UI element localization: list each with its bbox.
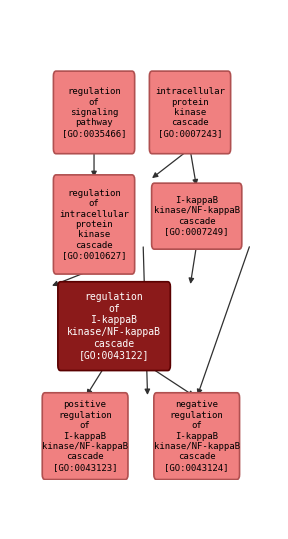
FancyBboxPatch shape	[53, 71, 135, 154]
Text: negative
regulation
of
I-kappaB
kinase/NF-kappaB
cascade
[GO:0043124]: negative regulation of I-kappaB kinase/N…	[154, 400, 240, 472]
Text: regulation
of
signaling
pathway
[GO:0035466]: regulation of signaling pathway [GO:0035…	[62, 87, 126, 137]
Text: I-kappaB
kinase/NF-kappaB
cascade
[GO:0007249]: I-kappaB kinase/NF-kappaB cascade [GO:00…	[154, 196, 240, 236]
FancyBboxPatch shape	[42, 393, 128, 480]
FancyBboxPatch shape	[149, 71, 231, 154]
Text: intracellular
protein
kinase
cascade
[GO:0007243]: intracellular protein kinase cascade [GO…	[155, 87, 225, 137]
Text: regulation
of
intracellular
protein
kinase
cascade
[GO:0010627]: regulation of intracellular protein kina…	[59, 189, 129, 260]
FancyBboxPatch shape	[58, 282, 170, 370]
FancyBboxPatch shape	[151, 183, 242, 249]
FancyBboxPatch shape	[53, 175, 135, 274]
FancyBboxPatch shape	[154, 393, 240, 480]
Text: positive
regulation
of
I-kappaB
kinase/NF-kappaB
cascade
[GO:0043123]: positive regulation of I-kappaB kinase/N…	[42, 400, 128, 472]
Text: regulation
of
I-kappaB
kinase/NF-kappaB
cascade
[GO:0043122]: regulation of I-kappaB kinase/NF-kappaB …	[67, 292, 161, 360]
